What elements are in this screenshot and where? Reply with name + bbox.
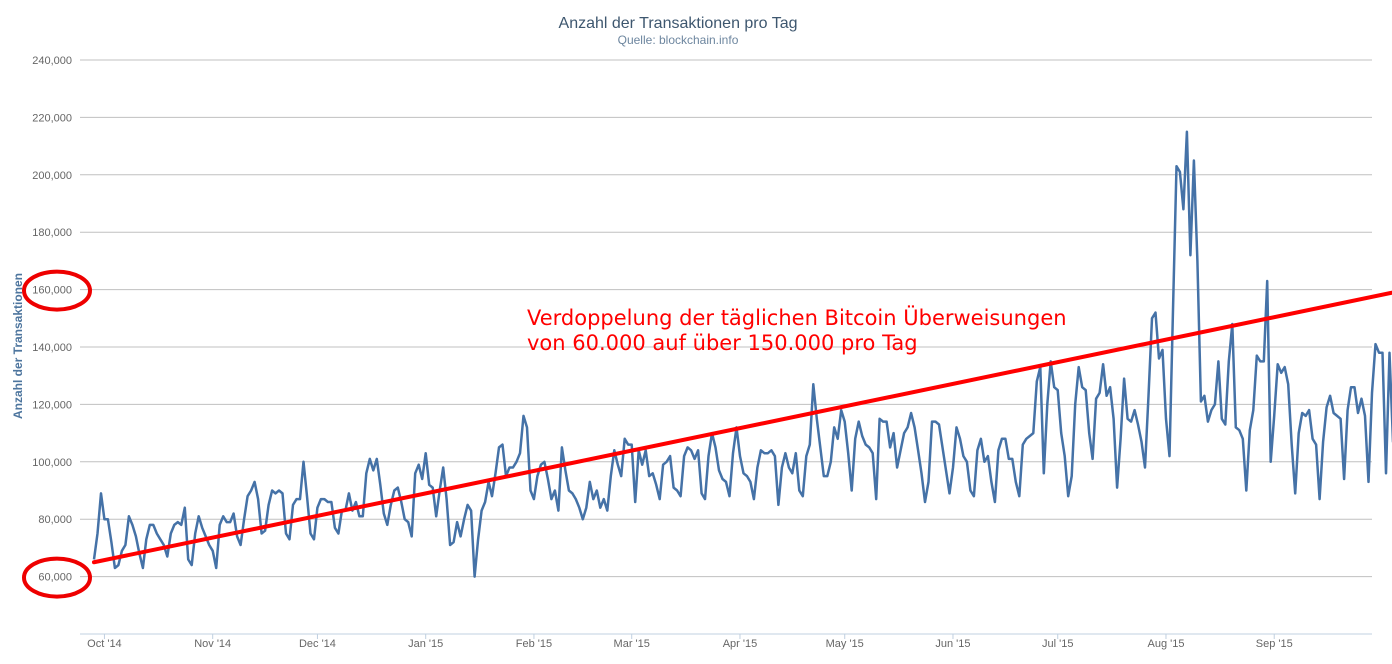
x-tick-label: Jul '15 (1042, 638, 1073, 650)
y-tick-label: 160,000 (32, 285, 72, 297)
highlight-circles (22, 269, 92, 599)
x-tick-label: Mar '15 (614, 638, 650, 650)
chart-title: Anzahl der Transaktionen pro Tag (559, 15, 798, 32)
x-tick-label: Feb '15 (516, 638, 552, 650)
trend-group (91, 290, 1392, 565)
y-tick-label: 180,000 (32, 227, 72, 239)
y-axis-label: Anzahl der Transaktionen (11, 273, 25, 419)
x-axis: Oct '14 Nov '14 Dec '14 Jan '15 Feb '15 Mar '… (87, 634, 1293, 650)
annotation-line-1: Verdoppelung der täglichen Bitcoin Überw… (527, 305, 1067, 330)
y-tick-label: 140,000 (32, 342, 72, 354)
series-group (92, 130, 1392, 578)
y-axis: 60,000 80,000 100,000 120,000 140,000 160,000… (32, 55, 72, 584)
series-line (92, 130, 1392, 578)
x-tick-label: Apr '15 (723, 638, 758, 650)
x-tick-label: Sep '15 (1256, 638, 1293, 650)
annotation-line-2: von 60.000 auf über 150.000 pro Tag (527, 331, 918, 355)
x-tick-label: Aug '15 (1147, 638, 1184, 650)
x-tick-label: Jan '15 (408, 638, 443, 650)
x-tick-label: Nov '14 (194, 638, 231, 650)
trend-line (91, 290, 1392, 565)
y-tick-label: 240,000 (32, 55, 72, 67)
y-tick-label: 100,000 (32, 457, 72, 469)
y-tick-label: 120,000 (32, 399, 72, 411)
x-tick-label: Oct '14 (87, 638, 122, 650)
highlight-circle (22, 556, 92, 599)
y-tick-label: 60,000 (38, 572, 72, 584)
y-tick-label: 200,000 (32, 170, 72, 182)
y-tick-label: 220,000 (32, 112, 72, 124)
y-tick-label: 80,000 (38, 514, 72, 526)
x-tick-label: Dec '14 (299, 638, 336, 650)
chart-subtitle: Quelle: blockchain.info (618, 33, 739, 47)
highlight-circle (22, 269, 92, 312)
x-tick-label: May '15 (826, 638, 864, 650)
x-tick-label: Jun '15 (935, 638, 970, 650)
